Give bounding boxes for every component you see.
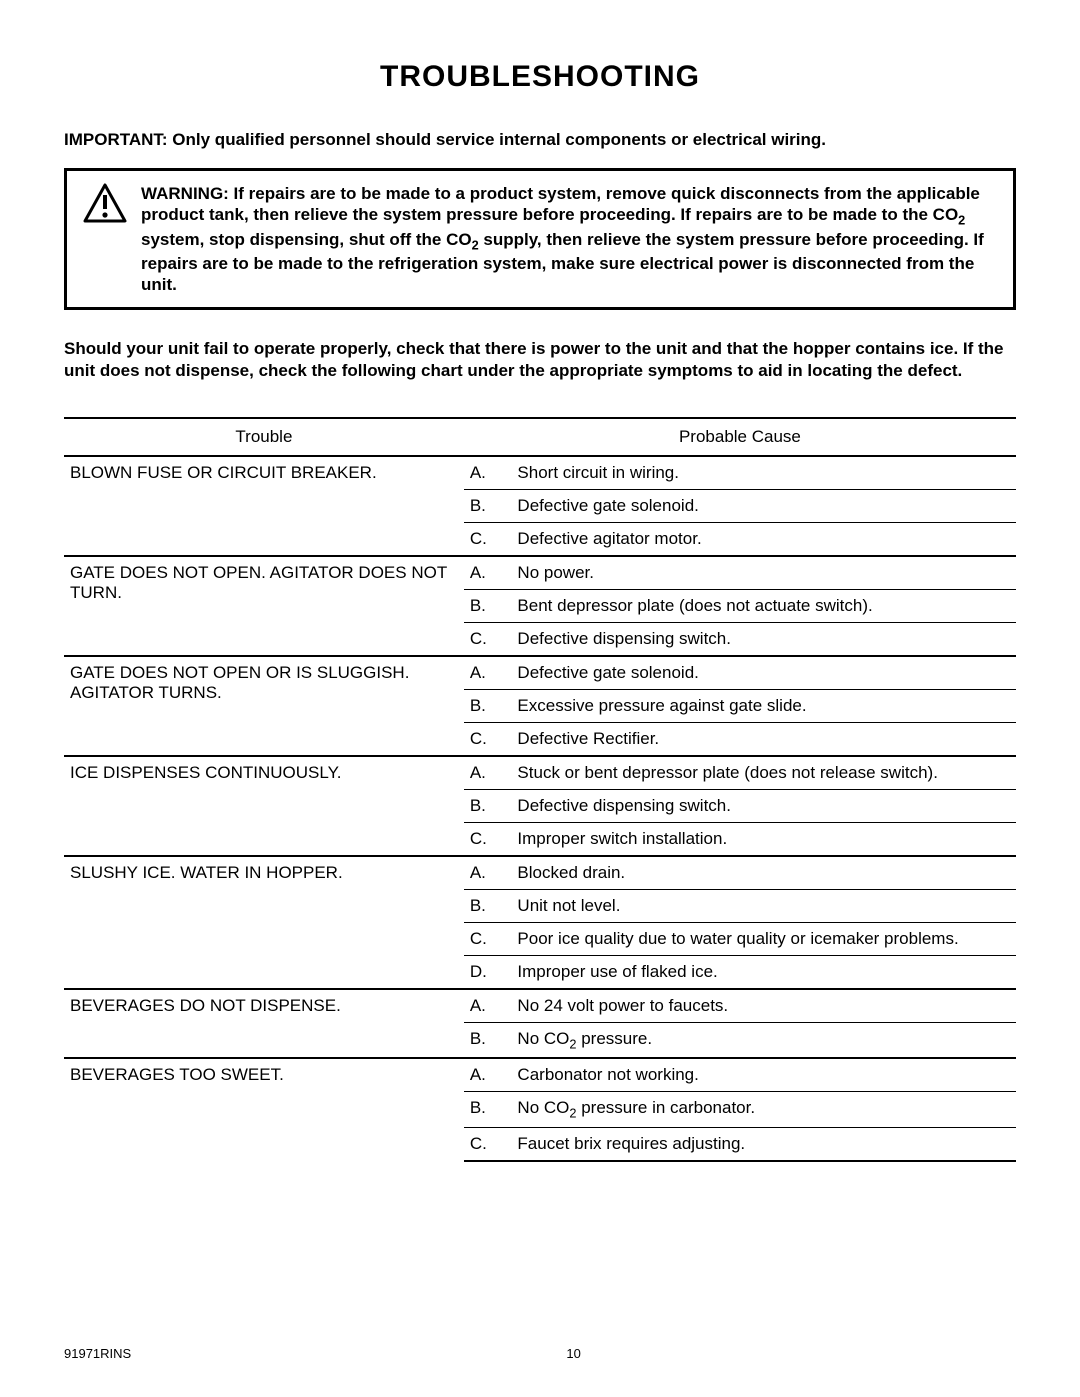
footer-page-number: 10 xyxy=(566,1346,580,1361)
important-prefix: IMPORTANT: xyxy=(64,130,172,149)
warning-prefix: WARNING: xyxy=(141,184,234,203)
cause-letter: A. xyxy=(464,556,512,590)
cause-text: Stuck or bent depressor plate (does not … xyxy=(511,756,1016,790)
table-header-cause: Probable Cause xyxy=(464,418,1016,456)
cause-letter: B. xyxy=(464,489,512,522)
cause-letter: B. xyxy=(464,589,512,622)
intro-paragraph: Should your unit fail to operate properl… xyxy=(64,338,1016,381)
cause-letter: C. xyxy=(464,822,512,856)
cause-text: Defective dispensing switch. xyxy=(511,789,1016,822)
co2-sub-2: 2 xyxy=(472,237,479,252)
cause-letter: B. xyxy=(464,1092,512,1127)
table-header-trouble: Trouble xyxy=(64,418,464,456)
table-row: SLUSHY ICE. WATER IN HOPPER.A.Blocked dr… xyxy=(64,856,1016,890)
cause-text: No 24 volt power to faucets. xyxy=(511,989,1016,1023)
cause-letter: B. xyxy=(464,689,512,722)
trouble-cell: GATE DOES NOT OPEN OR IS SLUGGISH. AGITA… xyxy=(64,656,464,756)
table-row: GATE DOES NOT OPEN OR IS SLUGGISH. AGITA… xyxy=(64,656,1016,690)
warning-part-1: If repairs are to be made to a product s… xyxy=(141,184,980,224)
co2-sub-1: 2 xyxy=(958,213,965,228)
cause-letter: A. xyxy=(464,456,512,490)
cause-letter: D. xyxy=(464,955,512,989)
trouble-cell: ICE DISPENSES CONTINUOUSLY. xyxy=(64,756,464,856)
page-title: TROUBLESHOOTING xyxy=(64,60,1016,94)
table-row: BEVERAGES DO NOT DISPENSE.A.No 24 volt p… xyxy=(64,989,1016,1023)
cause-letter: A. xyxy=(464,756,512,790)
troubleshooting-table: TroubleProbable CauseBLOWN FUSE OR CIRCU… xyxy=(64,417,1016,1162)
warning-text: WARNING: If repairs are to be made to a … xyxy=(141,183,997,295)
cause-text: Short circuit in wiring. xyxy=(511,456,1016,490)
cause-text: Defective Rectifier. xyxy=(511,722,1016,756)
cause-text: Defective gate solenoid. xyxy=(511,656,1016,690)
cause-text: Defective agitator motor. xyxy=(511,522,1016,556)
table-row: BLOWN FUSE OR CIRCUIT BREAKER.A.Short ci… xyxy=(64,456,1016,490)
trouble-cell: BEVERAGES DO NOT DISPENSE. xyxy=(64,989,464,1058)
cause-text: No power. xyxy=(511,556,1016,590)
cause-letter: C. xyxy=(464,622,512,656)
cause-text: Poor ice quality due to water quality or… xyxy=(511,922,1016,955)
cause-text: Unit not level. xyxy=(511,889,1016,922)
cause-letter: A. xyxy=(464,656,512,690)
trouble-cell: SLUSHY ICE. WATER IN HOPPER. xyxy=(64,856,464,989)
cause-text: Excessive pressure against gate slide. xyxy=(511,689,1016,722)
cause-text: Faucet brix requires adjusting. xyxy=(511,1127,1016,1161)
cause-letter: C. xyxy=(464,1127,512,1161)
cause-letter: A. xyxy=(464,856,512,890)
cause-text: Defective gate solenoid. xyxy=(511,489,1016,522)
table-row: ICE DISPENSES CONTINUOUSLY.A.Stuck or be… xyxy=(64,756,1016,790)
important-note: IMPORTANT: Only qualified personnel shou… xyxy=(64,130,1016,150)
page-footer: 91971RINS 10 xyxy=(64,1346,1016,1361)
trouble-cell: BEVERAGES TOO SWEET. xyxy=(64,1058,464,1160)
cause-letter: C. xyxy=(464,522,512,556)
cause-text: No CO2 pressure in carbonator. xyxy=(511,1092,1016,1127)
warning-triangle-icon xyxy=(83,183,127,223)
warning-box: WARNING: If repairs are to be made to a … xyxy=(64,168,1016,310)
cause-letter: C. xyxy=(464,922,512,955)
warning-part-2: system, stop dispensing, shut off the CO xyxy=(141,230,472,249)
table-row: GATE DOES NOT OPEN. AGITATOR DOES NOT TU… xyxy=(64,556,1016,590)
cause-letter: A. xyxy=(464,1058,512,1092)
cause-text: Carbonator not working. xyxy=(511,1058,1016,1092)
cause-letter: B. xyxy=(464,1022,512,1058)
page: TROUBLESHOOTING IMPORTANT: Only qualifie… xyxy=(0,0,1080,1397)
table-row: BEVERAGES TOO SWEET.A.Carbonator not wor… xyxy=(64,1058,1016,1092)
cause-letter: C. xyxy=(464,722,512,756)
cause-text: Defective dispensing switch. xyxy=(511,622,1016,656)
cause-text: Improper switch installation. xyxy=(511,822,1016,856)
cause-text: Bent depressor plate (does not actuate s… xyxy=(511,589,1016,622)
cause-letter: A. xyxy=(464,989,512,1023)
cause-text: No CO2 pressure. xyxy=(511,1022,1016,1058)
cause-letter: B. xyxy=(464,789,512,822)
important-text: Only qualified personnel should service … xyxy=(172,130,826,149)
trouble-cell: GATE DOES NOT OPEN. AGITATOR DOES NOT TU… xyxy=(64,556,464,656)
trouble-cell: BLOWN FUSE OR CIRCUIT BREAKER. xyxy=(64,456,464,556)
cause-text: Blocked drain. xyxy=(511,856,1016,890)
cause-letter: B. xyxy=(464,889,512,922)
cause-text: Improper use of flaked ice. xyxy=(511,955,1016,989)
footer-doc-id: 91971RINS xyxy=(64,1346,131,1361)
